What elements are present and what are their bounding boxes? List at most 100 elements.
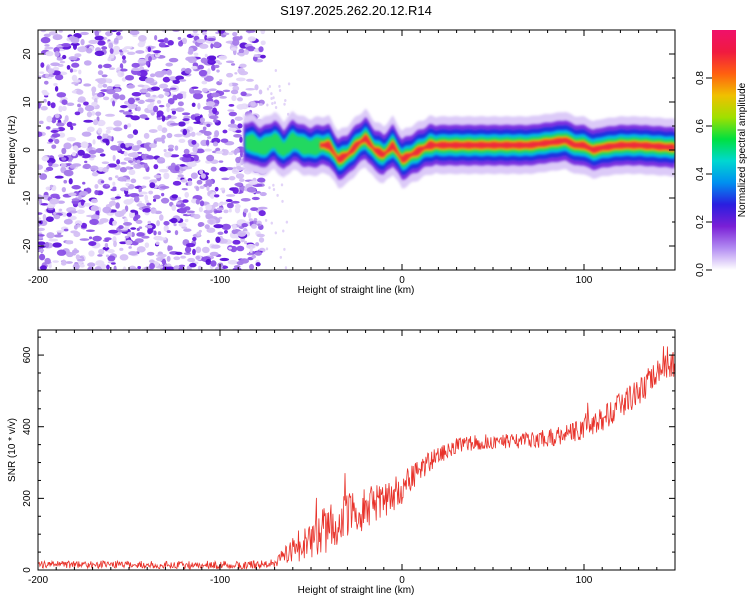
noise-speckle [45,126,51,130]
noise-speckle [213,201,219,208]
noise-speckle [121,47,127,52]
noise-speckle [176,196,182,200]
noise-speckle [159,168,169,173]
y-tick-label: 20 [22,48,33,60]
noise-speckle [57,154,65,158]
noise-speckle [59,60,66,64]
noise-speckle [76,258,86,262]
noise-speckle [130,227,137,230]
noise-speckle [189,152,198,156]
x-tick-label: -100 [210,575,230,586]
noise-speckle [248,180,258,185]
noise-speckle [201,80,208,85]
noise-speckle [132,129,139,135]
noise-speckle [96,135,102,140]
noise-speckle [150,208,157,214]
noise-speckle [148,259,155,264]
noise-speckle [89,165,99,171]
noise-speckle [257,223,261,227]
noise-speckle [125,166,131,170]
noise-speckle [280,183,284,187]
noise-speckle [230,200,240,204]
noise-speckle [121,209,127,215]
noise-speckle [38,234,45,237]
noise-speckle [52,260,59,263]
noise-speckle [192,90,203,94]
noise-speckle [281,199,284,203]
noise-speckle [235,77,246,82]
noise-speckle [48,238,59,242]
snr-panel: -200 -100 0 100 0 200 400 600 Height of straig… [7,329,676,596]
noise-speckle [63,218,73,225]
noise-speckle [120,143,126,149]
noise-speckle [99,153,106,157]
noise-speckle [274,231,278,235]
noise-speckle [228,104,235,107]
noise-speckle [232,187,239,194]
noise-speckle [221,148,229,156]
noise-speckle [178,138,186,143]
noise-speckle [119,167,127,173]
noise-speckle [49,184,54,188]
noise-speckle [108,229,119,234]
noise-speckle [108,42,114,49]
noise-speckle [148,228,154,234]
noise-speckle [57,200,65,204]
noise-speckle [202,31,207,36]
noise-speckle [137,84,145,88]
noise-speckle [186,210,195,214]
noise-speckle [91,171,99,177]
noise-speckle [214,64,220,69]
noise-speckle [177,101,184,107]
noise-speckle [200,57,208,64]
noise-speckle [105,31,113,37]
noise-speckle [56,122,65,127]
noise-speckle [206,136,212,139]
noise-speckle [119,241,128,245]
noise-speckle [208,55,217,61]
noise-speckle [268,84,272,88]
noise-speckle [273,101,277,105]
noise-speckle [174,165,180,172]
noise-speckle [196,231,202,237]
noise-speckle [47,68,55,75]
noise-speckle [124,194,131,197]
noise-speckle [216,69,220,73]
noise-speckle [130,116,139,119]
noise-speckle [228,175,236,181]
noise-speckle [271,102,274,106]
noise-speckle [127,97,136,105]
spectrogram-x-ticks: -200 -100 0 100 [28,30,676,286]
noise-speckle [147,103,154,111]
noise-speckle [110,262,116,265]
noise-speckle [215,236,221,243]
noise-speckle [62,259,66,265]
noise-speckle [240,158,244,166]
noise-speckle [101,161,110,165]
noise-speckle [274,105,278,109]
noise-speckle [161,139,165,144]
noise-speckle [206,37,216,42]
noise-speckle [78,194,82,201]
noise-speckle [119,109,125,113]
noise-speckle [166,106,170,113]
noise-speckle [211,64,216,71]
noise-speckle [144,98,155,103]
noise-speckle [77,149,85,156]
noise-speckle [251,196,260,201]
noise-speckle [83,119,94,123]
noise-speckle [113,37,119,44]
noise-speckle [47,100,51,107]
noise-speckle [38,253,46,261]
noise-speckle [70,230,79,234]
noise-speckle [166,132,173,139]
noise-speckle [227,259,238,265]
noise-speckle [237,230,247,237]
colorbar-ticks: 0.0 0.2 0.4 0.6 0.8 [695,71,712,277]
noise-speckle [278,84,281,88]
noise-speckle [214,130,220,137]
noise-speckle [258,46,264,53]
noise-speckle [102,206,112,214]
noise-speckle [88,241,97,246]
noise-speckle [62,54,67,60]
